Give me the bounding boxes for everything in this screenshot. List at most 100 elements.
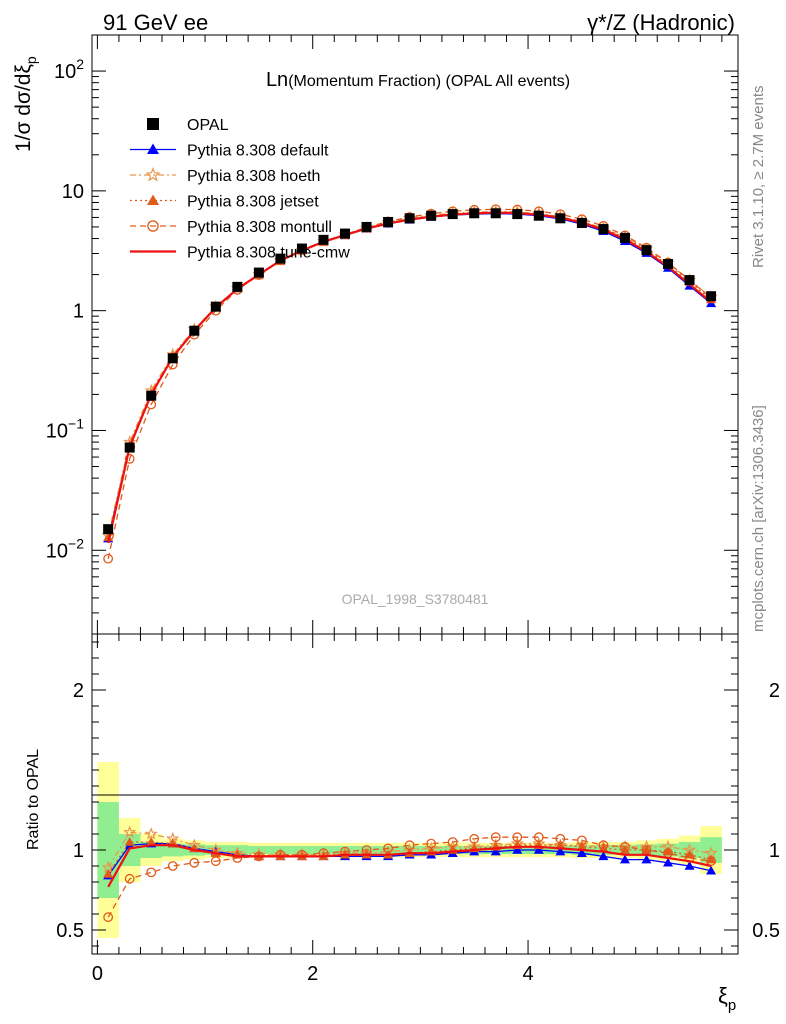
data-point — [512, 209, 523, 220]
main-y-tick-label: 102 — [54, 56, 84, 83]
data-point — [167, 353, 178, 364]
series-point-montull — [124, 453, 135, 464]
data-point — [383, 216, 394, 227]
ratio-point-montull — [189, 857, 200, 868]
data-point — [253, 267, 264, 278]
data-point — [275, 253, 286, 264]
legend-label: Pythia 8.308 tune-cmw — [187, 245, 350, 262]
legend-label: Pythia 8.308 jetset — [187, 194, 319, 211]
ratio-point-montull — [426, 838, 437, 849]
ratio-line-jetset — [107, 841, 712, 875]
ratio-x-axis-label: ξp — [718, 983, 736, 1014]
ratio-point-montull — [103, 912, 114, 923]
ratio-point-default — [490, 846, 501, 856]
data-point — [533, 210, 544, 221]
data-point — [469, 208, 480, 219]
data-point — [189, 325, 200, 336]
legend-marker — [145, 167, 161, 182]
ratio-x-tick-label: 0 — [92, 963, 103, 985]
ratio-point-hoeth — [123, 825, 137, 838]
ratio-line-montull — [107, 836, 712, 918]
ratio-band-inner — [97, 802, 119, 898]
ratio-point-montull — [620, 841, 630, 852]
ratio-point-jetset — [124, 837, 135, 846]
ratio-point-default — [555, 846, 566, 856]
ratio-series-layer — [101, 825, 718, 923]
legend-marker — [147, 118, 159, 130]
ratio-y-tick-label: 2 — [73, 680, 84, 702]
legend-entry: Pythia 8.308 hoeth — [130, 167, 320, 185]
ratio-point-jetset — [598, 843, 609, 853]
ratio-y-tick-label-right: 2 — [769, 680, 780, 702]
ratio-point-montull — [598, 840, 609, 851]
data-point — [361, 221, 372, 232]
ratio-point-default — [598, 851, 609, 861]
data-point — [340, 228, 351, 239]
ratio-point-montull — [469, 833, 480, 844]
series-point-montull — [103, 553, 114, 564]
legend-marker — [147, 220, 159, 232]
header-left: 91 GeV ee — [103, 10, 208, 35]
data-point — [232, 281, 243, 292]
ratio-y-tick-label: 0.5 — [56, 920, 84, 942]
ratio-point-default — [533, 845, 544, 854]
ratio-point-jetset — [706, 854, 717, 864]
ratio-point-hoeth — [144, 827, 158, 840]
ratio-panel: 0.5 0.5 1 1 2 2 0 2 4 Ratio to OPAL ξp — [25, 633, 780, 1014]
data-point — [210, 301, 221, 312]
legend-marker — [147, 143, 159, 154]
ratio-point-default — [684, 861, 695, 870]
ratio-band-inner — [700, 837, 722, 863]
ratio-point-montull — [232, 853, 243, 863]
ratio-point-montull — [533, 832, 544, 843]
ratio-point-default — [619, 854, 630, 864]
main-title: Ln(Momentum Fraction) (OPAL All events) — [266, 69, 570, 91]
data-point — [706, 291, 717, 302]
ratio-point-montull — [146, 867, 157, 878]
data-point — [576, 217, 587, 228]
ratio-point-jetset — [619, 845, 630, 854]
legend-entry: Pythia 8.308 tune-cmw — [130, 245, 350, 262]
ratio-y-tick-label: 1 — [73, 840, 84, 862]
ratio-point-montull — [297, 849, 307, 860]
ratio-point-montull — [447, 837, 458, 847]
ratio-point-montull — [383, 843, 393, 854]
ratio-point-montull — [404, 840, 415, 851]
data-point — [490, 208, 501, 219]
main-y-tick-label: 10−1 — [46, 415, 84, 442]
ratio-point-montull — [555, 833, 566, 844]
data-point — [598, 224, 609, 235]
ratio-point-jetset — [555, 840, 566, 849]
legend: OPAL Pythia 8.308 default Pythia 8.308 hoe… — [130, 117, 350, 262]
ratio-point-default — [641, 854, 652, 864]
ratio-x-tick-label: 2 — [307, 963, 318, 985]
ratio-point-default — [512, 845, 523, 854]
data-point — [555, 213, 566, 224]
main-axis-ticks — [92, 34, 738, 635]
data-point — [447, 209, 458, 220]
ratio-y-tick-label-right: 1 — [769, 840, 780, 862]
watermark: OPAL_1998_S3780481 — [342, 591, 489, 607]
ratio-point-montull — [210, 856, 221, 867]
data-point — [296, 243, 307, 254]
ratio-point-default — [706, 865, 717, 875]
legend-entry: OPAL — [147, 117, 229, 134]
ratio-point-jetset — [146, 837, 157, 846]
ratio-point-jetset — [576, 841, 587, 851]
ratio-point-default — [576, 848, 587, 857]
ratio-point-jetset — [103, 869, 114, 878]
main-y-tick-label: 10 — [62, 181, 84, 203]
side-label-bottom: mcplots.cern.ch [arXiv:1306.3436] — [750, 405, 767, 632]
side-label-top: Rivet 3.1.10, ≥ 2.7M events — [750, 86, 767, 269]
ratio-axis-ticks — [92, 634, 738, 954]
data-point — [103, 524, 114, 535]
data-point — [619, 232, 630, 243]
data-point — [684, 275, 695, 286]
data-point — [641, 245, 652, 256]
ratio-point-default — [663, 857, 674, 867]
data-point — [663, 259, 674, 270]
data-point — [426, 210, 437, 221]
ratio-point-montull — [124, 873, 135, 884]
ratio-y-tick-label-right: 0.5 — [752, 920, 780, 942]
legend-label: Pythia 8.308 montull — [187, 219, 332, 236]
